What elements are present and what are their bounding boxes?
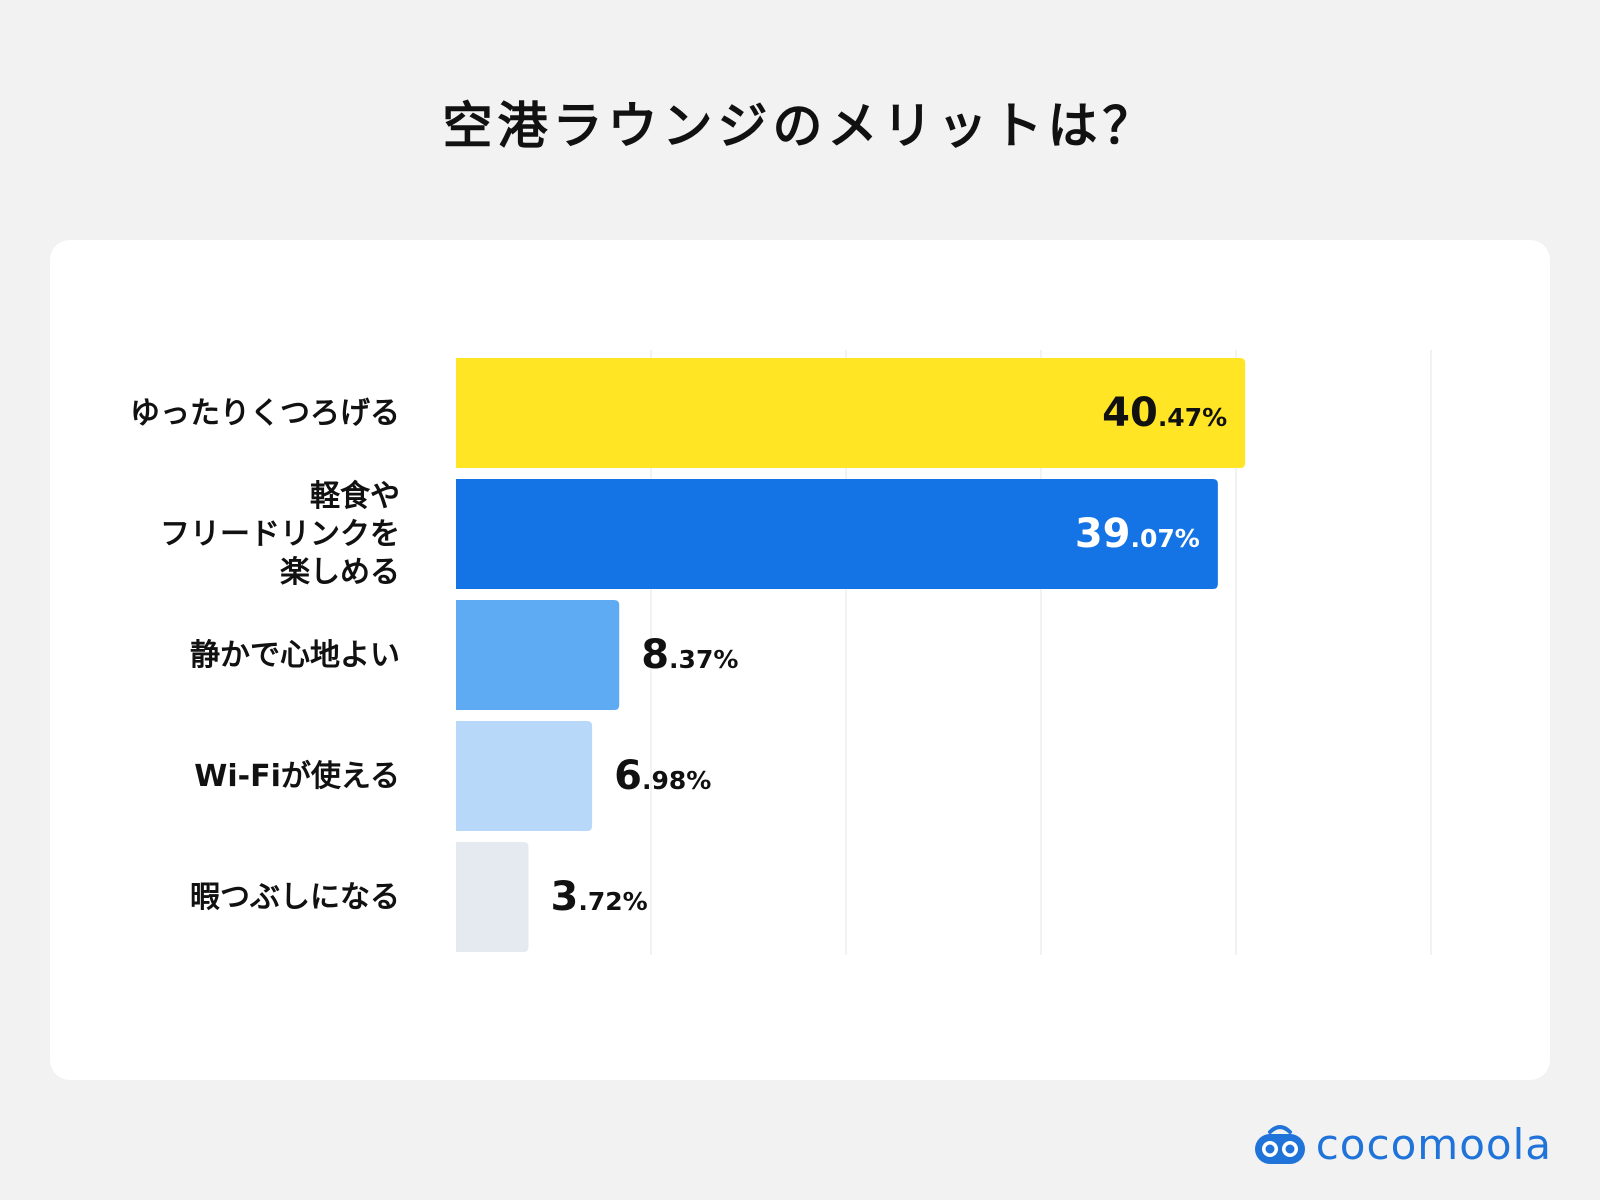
value-label: 3.72%: [551, 874, 648, 920]
chart-card: ゆったりくつろげる 40.47% 軽食や フリードリンクを 楽しめる 39.07% 静かで心…: [50, 240, 1550, 1080]
category-label: 暇つぶしになる: [190, 880, 400, 915]
value-label-int: 6: [614, 753, 642, 799]
robot-icon: [1254, 1124, 1305, 1164]
brand-name: cocomoola: [1315, 1120, 1552, 1169]
value-label-dec: .98%: [642, 766, 711, 795]
value-label-int: 8: [641, 632, 669, 678]
value-label-dec: .72%: [578, 887, 647, 916]
category-label: ゆったりくつろげる: [130, 396, 400, 431]
bar-1: [456, 358, 1246, 468]
category-label: フリードリンクを: [160, 517, 400, 552]
bar-3: [456, 600, 620, 710]
value-label: 40.47%: [1102, 390, 1227, 436]
category-label: 軽食や: [310, 479, 400, 514]
value-label: 6.98%: [614, 753, 711, 799]
value-label-dec: .37%: [669, 645, 738, 674]
bar-2: [456, 479, 1218, 589]
brand-logo: cocomoola: [1252, 1120, 1552, 1169]
value-label-int: 40: [1102, 390, 1158, 436]
value-label-int: 39: [1075, 511, 1131, 557]
value-label: 39.07%: [1075, 511, 1200, 557]
category-label: 静かで心地よい: [190, 638, 400, 673]
category-label: Wi-Fiが使える: [194, 759, 400, 794]
chart-title: 空港ラウンジのメリットは？: [442, 97, 1158, 155]
category-label: 楽しめる: [280, 555, 400, 590]
value-label: 8.37%: [641, 632, 738, 678]
value-label-dec: .47%: [1158, 403, 1227, 432]
bar-5: [456, 842, 529, 952]
value-label-int: 3: [551, 874, 579, 920]
bar-4: [456, 721, 593, 831]
value-label-dec: .07%: [1131, 524, 1200, 553]
